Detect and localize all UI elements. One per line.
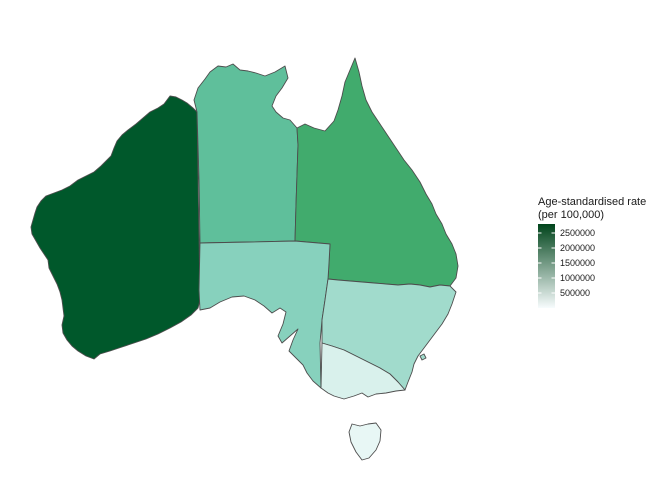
legend: Age-standardised rate (per 100,000) 5000…: [538, 196, 646, 308]
legend-title-line1: Age-standardised rate: [538, 196, 646, 208]
legend-tick-label: 500000: [560, 288, 590, 298]
region-victoria: [320, 342, 406, 400]
legend-tick-label: 2000000: [560, 243, 595, 253]
region-tasmania: [348, 422, 382, 461]
map-regions: [30, 57, 459, 461]
legend-tick-label: 1500000: [560, 258, 595, 268]
legend-ticks: 500000 1000000 1500000 2000000 2500000: [538, 228, 595, 298]
region-western-australia: [30, 95, 201, 360]
region-act: [419, 353, 427, 361]
region-northern-territory: [193, 63, 299, 244]
legend-colorbar: [538, 224, 555, 308]
legend-tick-label: 1000000: [560, 273, 595, 283]
legend-title-line2: (per 100,000): [538, 209, 604, 221]
legend-tick-label: 2500000: [560, 228, 595, 238]
region-south-australia: [198, 240, 331, 389]
